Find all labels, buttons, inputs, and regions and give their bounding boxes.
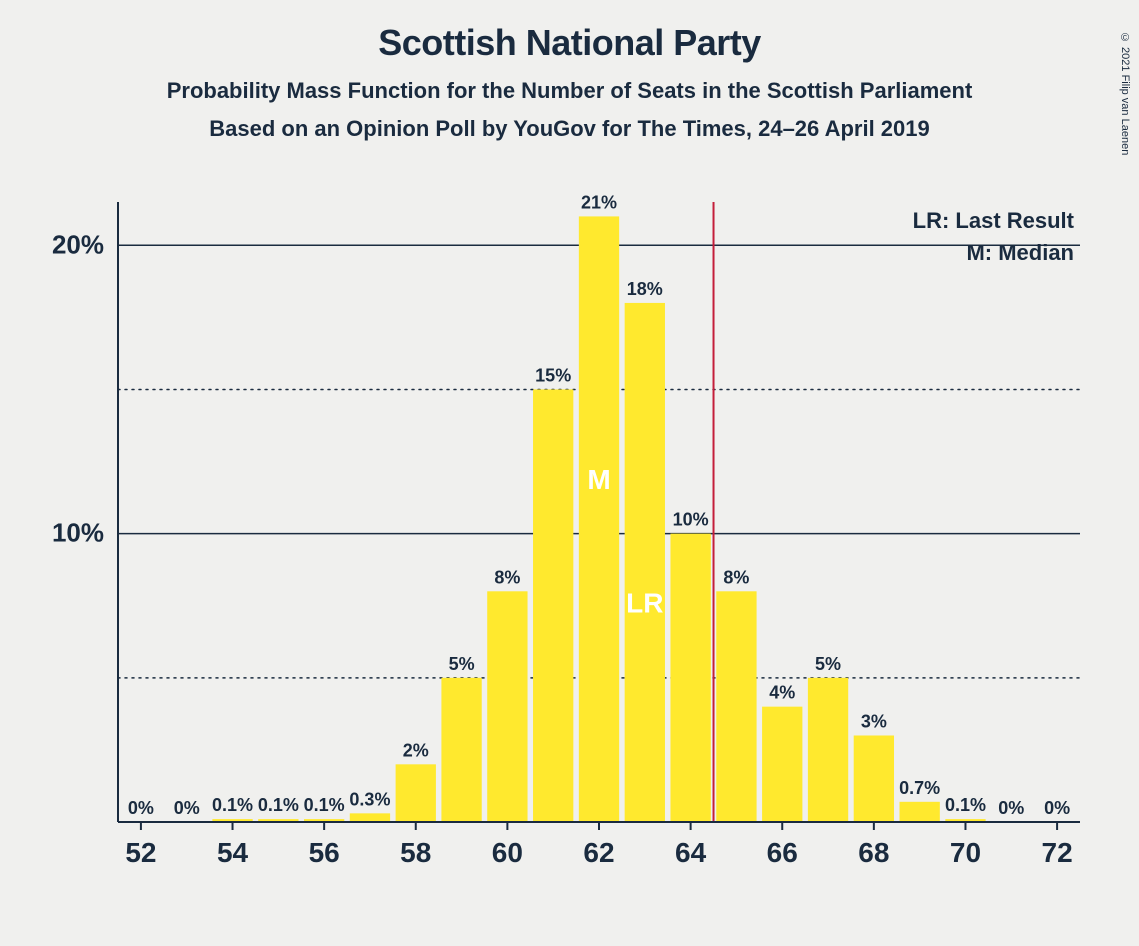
x-axis-label: 52 [125, 837, 156, 868]
bar-value-label: 5% [815, 654, 841, 674]
bar-value-label: 0% [128, 798, 154, 818]
bar-value-label: 0% [998, 798, 1024, 818]
bar-value-label: 5% [449, 654, 475, 674]
bar [762, 707, 802, 822]
bar [533, 389, 573, 822]
pmf-bar-chart: 10%20%0%0%0.1%0.1%0.1%0.3%2%5%8%15%21%18… [40, 192, 1100, 882]
copyright-text: © 2021 Filip van Laenen [1119, 32, 1131, 155]
x-axis-label: 72 [1042, 837, 1073, 868]
x-axis-label: 64 [675, 837, 707, 868]
bar-value-label: 18% [627, 279, 663, 299]
x-axis-label: 56 [309, 837, 340, 868]
bar [396, 764, 436, 822]
bar [808, 678, 848, 822]
bar-value-label: 0.1% [258, 795, 299, 815]
bar-value-label: 4% [769, 683, 795, 703]
bar [441, 678, 481, 822]
bar [350, 813, 390, 822]
legend-m: M: Median [966, 240, 1074, 265]
bar [900, 802, 940, 822]
bar-value-label: 0% [1044, 798, 1070, 818]
bar-value-label: 0.7% [899, 778, 940, 798]
x-axis-label: 54 [217, 837, 249, 868]
chart-subtitle-1: Probability Mass Function for the Number… [0, 78, 1139, 104]
legend-lr: LR: Last Result [913, 208, 1075, 233]
bar-value-label: 8% [494, 567, 520, 587]
x-axis-label: 58 [400, 837, 431, 868]
chart-subtitle-2: Based on an Opinion Poll by YouGov for T… [0, 116, 1139, 142]
bar-value-label: 21% [581, 192, 617, 212]
x-axis-label: 68 [858, 837, 889, 868]
x-axis-label: 60 [492, 837, 523, 868]
median-marker: M [587, 464, 610, 495]
bar [625, 303, 665, 822]
bar-value-label: 0.1% [304, 795, 345, 815]
bar-value-label: 2% [403, 740, 429, 760]
bar [670, 534, 710, 822]
x-axis-label: 70 [950, 837, 981, 868]
bar-value-label: 15% [535, 365, 571, 385]
bar [487, 591, 527, 822]
bar-value-label: 0% [174, 798, 200, 818]
bar-value-label: 10% [673, 510, 709, 530]
x-axis-label: 62 [583, 837, 614, 868]
y-axis-label: 10% [52, 518, 104, 548]
x-axis-label: 66 [767, 837, 798, 868]
bar [854, 735, 894, 822]
y-axis-label: 20% [52, 229, 104, 259]
last-result-marker: LR [626, 587, 663, 618]
bar-value-label: 0.3% [349, 789, 390, 809]
bar-value-label: 3% [861, 711, 887, 731]
bar [716, 591, 756, 822]
bar [579, 216, 619, 822]
bar-value-label: 0.1% [945, 795, 986, 815]
chart-title: Scottish National Party [0, 22, 1139, 64]
bar-value-label: 0.1% [212, 795, 253, 815]
bar-value-label: 8% [723, 567, 749, 587]
